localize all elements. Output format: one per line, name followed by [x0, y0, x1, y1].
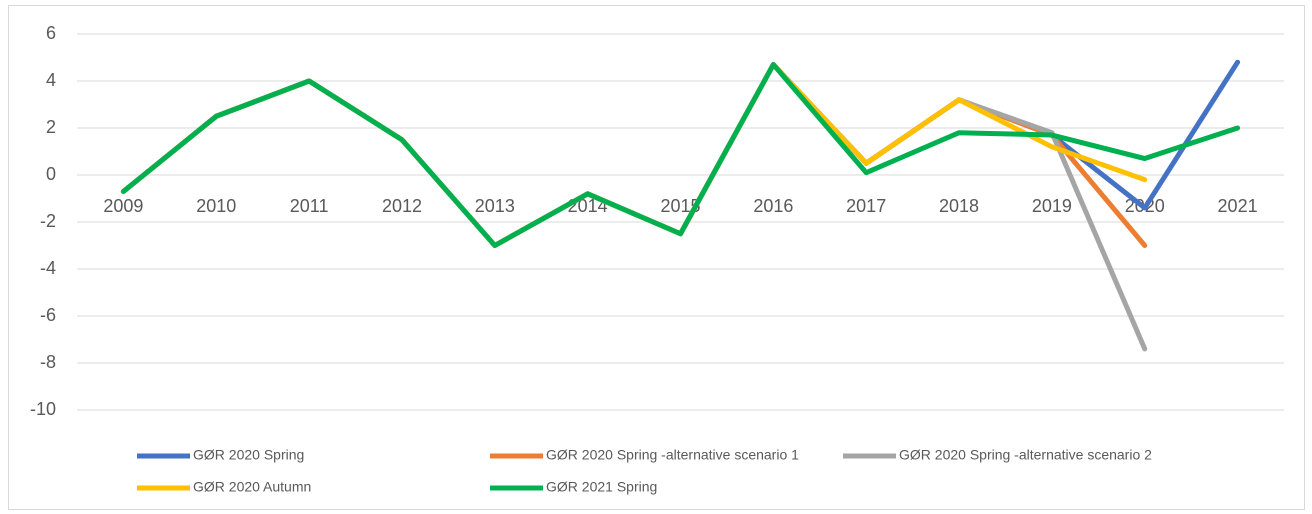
chart-border — [8, 5, 1305, 510]
x-tick-label: 2012 — [382, 196, 422, 216]
x-tick-label: 2013 — [475, 196, 515, 216]
x-tick-label: 2019 — [1032, 196, 1072, 216]
y-tick-label: 0 — [46, 164, 56, 184]
x-tick-label: 2016 — [753, 196, 793, 216]
legend-label: GØR 2020 Spring -alternative scenario 2 — [899, 447, 1152, 463]
legend-label: GØR 2021 Spring — [546, 479, 657, 495]
x-tick-label: 2017 — [846, 196, 886, 216]
y-tick-label: -2 — [40, 211, 56, 231]
y-tick-label: 4 — [46, 70, 56, 90]
y-tick-label: -4 — [40, 258, 56, 278]
y-tick-label: -8 — [40, 352, 56, 372]
x-tick-label: 2018 — [939, 196, 979, 216]
series-line — [120, 62, 1241, 248]
x-tick-label: 2021 — [1218, 196, 1258, 216]
legend-label: GØR 2020 Autumn — [193, 479, 311, 495]
y-tick-label: -10 — [30, 399, 56, 419]
y-tick-label: 6 — [46, 23, 56, 43]
legend-label: GØR 2020 Spring -alternative scenario 1 — [546, 447, 799, 463]
x-tick-label: 2010 — [196, 196, 236, 216]
legend-label: GØR 2020 Spring — [193, 447, 304, 463]
x-tick-label: 2011 — [290, 196, 329, 216]
y-tick-label: 2 — [46, 117, 56, 137]
x-tick-label: 2009 — [103, 196, 143, 216]
y-tick-label: -6 — [40, 305, 56, 325]
